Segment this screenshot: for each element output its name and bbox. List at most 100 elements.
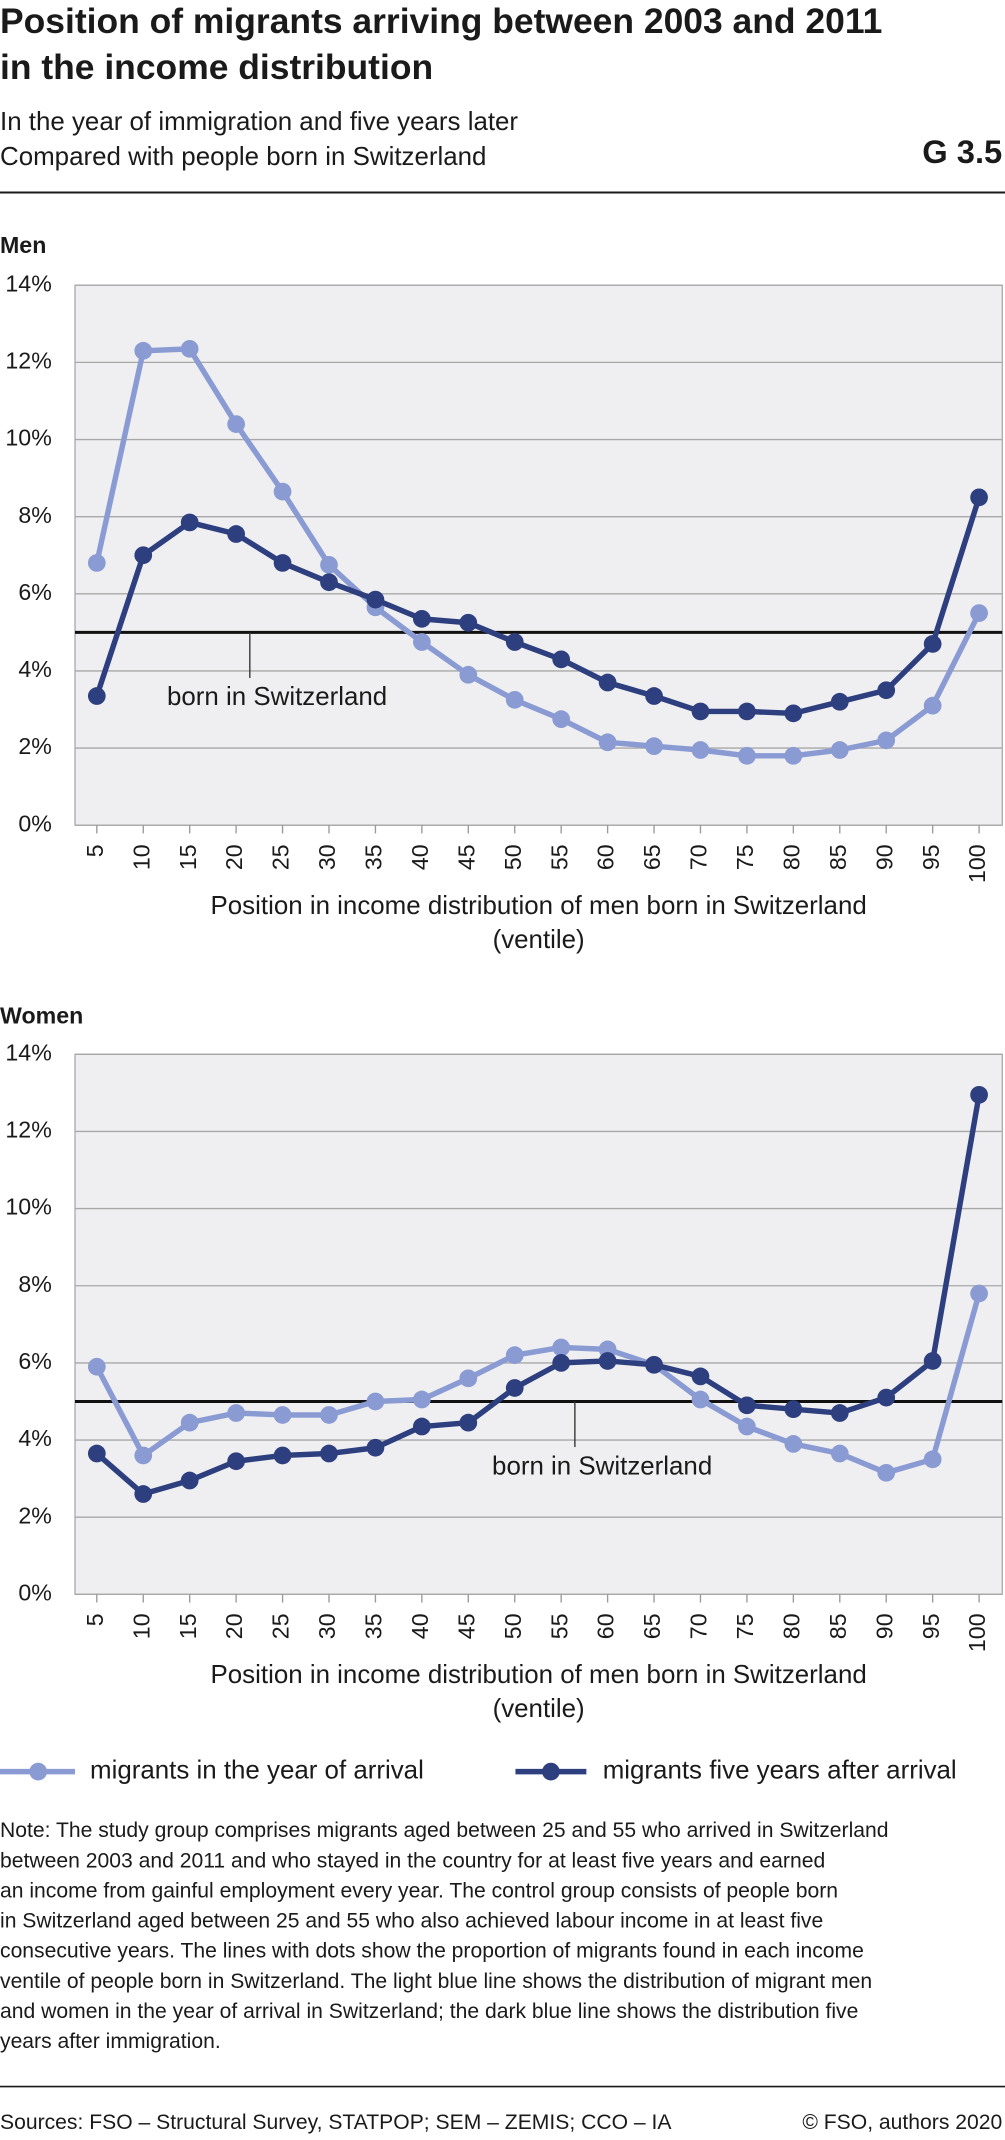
x-tick-label: 70 bbox=[686, 1613, 712, 1639]
x-tick-label: 35 bbox=[361, 1613, 387, 1639]
data-point bbox=[830, 692, 849, 711]
y-tick-label: 0% bbox=[18, 810, 52, 836]
x-tick-label: 45 bbox=[453, 844, 479, 870]
data-point bbox=[691, 702, 710, 721]
data-point bbox=[877, 1463, 896, 1482]
data-point bbox=[459, 1369, 478, 1388]
legend-swatch bbox=[29, 1762, 48, 1781]
data-point bbox=[505, 633, 524, 651]
data-point bbox=[366, 1438, 385, 1457]
data-point bbox=[923, 1450, 942, 1469]
data-point bbox=[413, 1390, 431, 1409]
x-axis-label: Position in income distribution of men b… bbox=[211, 1661, 867, 1689]
x-tick-label: 30 bbox=[314, 1613, 340, 1639]
data-point bbox=[134, 1446, 153, 1465]
data-point bbox=[830, 1444, 849, 1463]
x-tick-label: 55 bbox=[546, 1613, 572, 1639]
note-line: in Switzerland aged between 25 and 55 wh… bbox=[0, 1910, 823, 1933]
data-point bbox=[738, 1417, 756, 1436]
data-point bbox=[366, 1392, 385, 1411]
chart-subtitle: Men bbox=[0, 232, 46, 258]
data-point bbox=[877, 681, 896, 700]
data-point bbox=[273, 482, 292, 501]
x-tick-label: 25 bbox=[268, 1613, 294, 1639]
data-point bbox=[134, 1485, 153, 1503]
data-point bbox=[320, 1444, 338, 1463]
data-point bbox=[970, 604, 988, 622]
data-point bbox=[227, 525, 245, 543]
data-point bbox=[738, 702, 756, 721]
x-tick-label: 70 bbox=[686, 844, 712, 870]
data-point bbox=[320, 556, 338, 574]
title: Position of migrants arriving between 20… bbox=[0, 1, 882, 41]
x-tick-label: 10 bbox=[128, 1613, 154, 1639]
x-tick-label: 15 bbox=[175, 1613, 201, 1639]
data-point bbox=[784, 1400, 803, 1419]
data-point bbox=[598, 1352, 617, 1370]
x-axis-label: (ventile) bbox=[493, 926, 585, 954]
x-tick-label: 50 bbox=[500, 844, 526, 870]
data-point bbox=[134, 546, 153, 565]
data-point bbox=[691, 741, 710, 759]
data-point bbox=[459, 613, 478, 632]
x-tick-label: 5 bbox=[82, 1613, 108, 1626]
data-point bbox=[180, 1413, 199, 1432]
x-tick-label: 20 bbox=[221, 844, 247, 870]
note-line: an income from gainful employment every … bbox=[0, 1879, 838, 1902]
y-tick-label: 8% bbox=[18, 1271, 52, 1297]
data-point bbox=[87, 1357, 106, 1376]
note-line: consecutive years. The lines with dots s… bbox=[0, 1940, 864, 1963]
x-tick-label: 50 bbox=[500, 1613, 526, 1639]
data-point bbox=[970, 488, 988, 507]
data-point bbox=[413, 633, 431, 651]
data-point bbox=[505, 1346, 524, 1365]
x-tick-label: 30 bbox=[314, 844, 340, 870]
y-tick-label: 6% bbox=[18, 579, 52, 605]
note-line: between 2003 and 2011 and who stayed in … bbox=[0, 1849, 825, 1872]
y-tick-label: 10% bbox=[5, 1194, 51, 1220]
y-tick-label: 2% bbox=[18, 733, 52, 759]
data-point bbox=[923, 696, 942, 715]
data-point bbox=[923, 635, 942, 653]
data-point bbox=[366, 590, 385, 609]
data-point bbox=[505, 1379, 524, 1397]
x-tick-label: 45 bbox=[453, 1613, 479, 1639]
subtitle: In the year of immigration and five year… bbox=[0, 108, 518, 136]
x-tick-label: 100 bbox=[964, 1613, 990, 1652]
data-point bbox=[413, 610, 431, 628]
x-tick-label: 60 bbox=[593, 1613, 619, 1639]
y-tick-label: 8% bbox=[18, 502, 52, 528]
y-tick-label: 4% bbox=[18, 1425, 52, 1451]
data-point bbox=[320, 1406, 338, 1424]
x-tick-label: 80 bbox=[778, 1613, 804, 1639]
sources: Sources: FSO – Structural Survey, STATPO… bbox=[0, 2111, 672, 2134]
data-point bbox=[87, 687, 106, 705]
x-tick-label: 90 bbox=[871, 1613, 897, 1639]
data-point bbox=[738, 746, 756, 765]
data-point bbox=[227, 415, 245, 433]
y-tick-label: 2% bbox=[18, 1502, 52, 1528]
x-tick-label: 65 bbox=[639, 1613, 665, 1639]
data-point bbox=[784, 1435, 803, 1453]
data-point bbox=[227, 1404, 245, 1422]
data-point bbox=[413, 1417, 431, 1436]
data-point bbox=[738, 1396, 756, 1415]
plot-area bbox=[74, 284, 1003, 826]
plot-area bbox=[74, 1053, 1003, 1595]
chart-code: G 3.5 bbox=[922, 133, 1002, 170]
data-point bbox=[970, 1284, 988, 1303]
data-point bbox=[273, 1406, 292, 1424]
data-point bbox=[459, 1413, 478, 1432]
x-tick-label: 75 bbox=[732, 844, 758, 870]
x-tick-label: 25 bbox=[268, 844, 294, 870]
reference-label: born in Switzerland bbox=[167, 683, 387, 711]
data-point bbox=[691, 1390, 710, 1409]
data-point bbox=[180, 340, 199, 358]
x-tick-label: 40 bbox=[407, 844, 433, 870]
copyright: © FSO, authors 2020 bbox=[802, 2111, 1002, 2134]
data-point bbox=[552, 710, 571, 729]
data-point bbox=[273, 554, 292, 572]
data-point bbox=[877, 731, 896, 750]
data-point bbox=[87, 554, 106, 572]
data-point bbox=[320, 573, 338, 592]
